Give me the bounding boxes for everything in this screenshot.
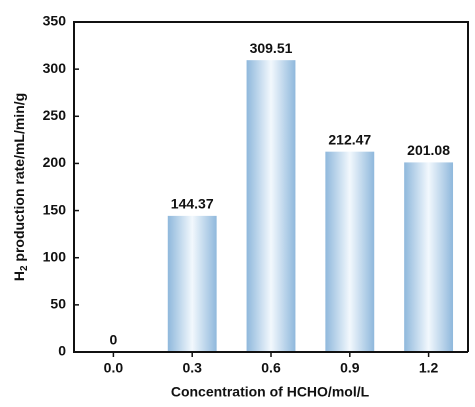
- axis-frame: [73, 21, 469, 353]
- bar: [404, 162, 454, 352]
- y-label-rest: production rate/mL/min/g: [11, 93, 27, 266]
- value-label: 144.37: [171, 196, 214, 212]
- bar: [167, 215, 217, 352]
- y-tick-label: 200: [43, 154, 67, 170]
- y-axis-label: H2 production rate/mL/min/g: [11, 93, 30, 281]
- x-axis-label: Concentration of HCHO/mol/L: [171, 384, 370, 400]
- bar: [246, 60, 296, 353]
- y-label-main: H: [11, 271, 27, 281]
- x-tick-label: 0.0: [104, 360, 124, 376]
- x-tick-label: 0.6: [261, 360, 281, 376]
- y-label-sub: 2: [19, 265, 30, 271]
- value-label: 309.51: [250, 40, 293, 56]
- value-label: 201.08: [407, 142, 450, 158]
- x-tick-label: 0.3: [182, 360, 202, 376]
- y-tick-label: 100: [43, 248, 67, 264]
- value-label: 0: [110, 332, 118, 348]
- y-tick-label: 300: [43, 60, 67, 76]
- y-tick-label: 50: [50, 296, 66, 312]
- value-label: 212.47: [328, 131, 371, 147]
- x-tick-label: 0.9: [340, 360, 360, 376]
- bar: [325, 151, 375, 352]
- y-tick-label: 0: [58, 343, 66, 359]
- y-tick-label: 350: [43, 13, 67, 29]
- y-tick-label: 150: [43, 201, 67, 217]
- x-tick-label: 1.2: [419, 360, 439, 376]
- y-tick-label: 250: [43, 107, 67, 123]
